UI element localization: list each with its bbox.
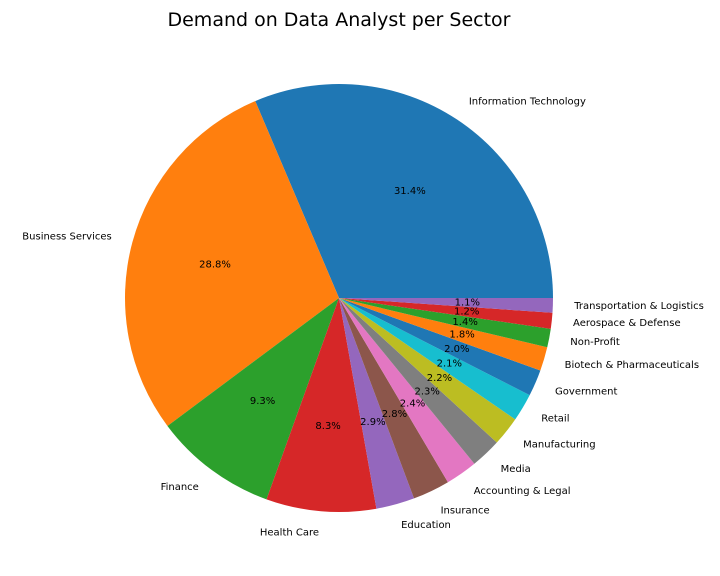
slice-percent-non-profit: 1.4%: [452, 317, 477, 328]
slice-label-media: Media: [501, 464, 531, 475]
pie-slice-non-profit: [339, 298, 551, 348]
pie-slice-insurance: [339, 298, 448, 499]
slice-percent-transportation-and-logistics: 1.1%: [455, 297, 480, 308]
slice-label-biotech-and-pharmaceuticals: Biotech & Pharmaceuticals: [565, 360, 699, 371]
pie-slice-manufacturing: [339, 298, 516, 443]
slice-label-accounting-and-legal: Accounting & Legal: [474, 486, 571, 497]
pie-slice-aerospace-and-defense: [339, 298, 553, 329]
pie-slice-accounting-and-legal: [339, 298, 475, 483]
slice-label-manufacturing: Manufacturing: [523, 440, 595, 451]
slice-percent-accounting-and-legal: 2.4%: [400, 398, 425, 409]
slice-label-business-services: Business Services: [22, 232, 111, 243]
slice-label-transportation-and-logistics: Transportation & Logistics: [573, 301, 704, 312]
pie-slice-education: [339, 298, 415, 509]
slice-label-information-technology: Information Technology: [469, 97, 586, 108]
slice-label-retail: Retail: [541, 413, 569, 424]
slice-percent-insurance: 2.8%: [382, 409, 407, 420]
pie-slice-finance: [167, 298, 339, 500]
pie-slice-health-care: [266, 298, 377, 512]
pie-slices: [125, 83, 553, 512]
slice-percent-manufacturing: 2.2%: [427, 373, 452, 384]
slice-percent-government: 2.0%: [444, 344, 469, 355]
pie-slice-transportation-and-logistics: [339, 298, 553, 313]
slice-label-finance: Finance: [161, 482, 199, 493]
slice-label-non-profit: Non-Profit: [570, 337, 620, 348]
slice-label-government: Government: [555, 386, 617, 397]
slice-label-aerospace-and-defense: Aerospace & Defense: [573, 318, 681, 329]
pie-slice-information-technology: [255, 83, 553, 298]
slice-percent-health-care: 8.3%: [315, 421, 340, 432]
slice-label-insurance: Insurance: [441, 505, 490, 516]
slice-percent-education: 2.9%: [360, 417, 385, 428]
slice-percent-finance: 9.3%: [250, 396, 275, 407]
slice-percent-aerospace-and-defense: 1.2%: [454, 307, 479, 318]
slice-percent-retail: 2.1%: [437, 359, 462, 370]
slice-label-education: Education: [401, 520, 451, 531]
slice-label-health-care: Health Care: [260, 528, 319, 539]
slice-percent-business-services: 28.8%: [199, 260, 231, 271]
pie-slice-media: [339, 298, 497, 464]
slice-labels: Information Technology Business Services F…: [22, 97, 704, 539]
slice-percent-media: 2.3%: [414, 386, 439, 397]
pie-slice-business-services: [125, 101, 339, 426]
chart-title: Demand on Data Analyst per Sector: [167, 9, 510, 31]
slice-percent-labels: 31.4% 28.8% 9.3% 8.3% 2.9%2.8%2.4%2.3% 2.2% 2.…: [199, 186, 480, 432]
slice-percent-information-technology: 31.4%: [394, 186, 426, 197]
slice-percent-biotech-and-pharmaceuticals: 1.8%: [449, 330, 474, 341]
pie-slice-government: [339, 298, 541, 396]
pie-slice-biotech-and-pharmaceuticals: [339, 298, 548, 371]
pie-slice-retail: [339, 298, 530, 420]
